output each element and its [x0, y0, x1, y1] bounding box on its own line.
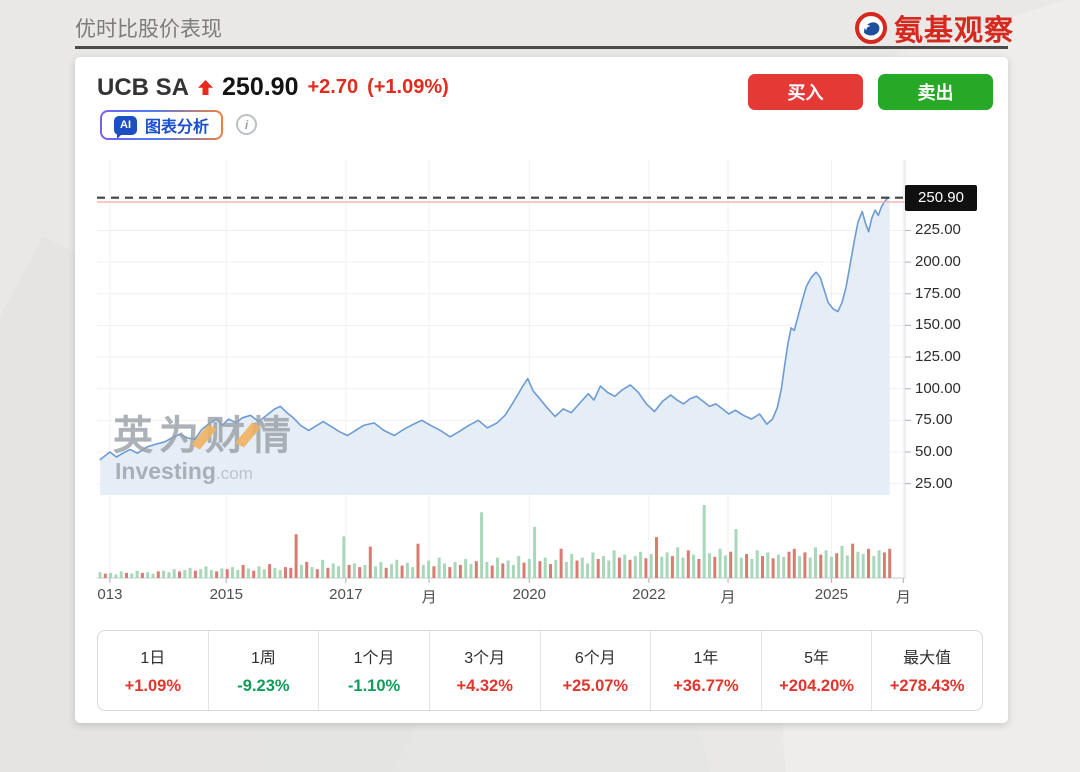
- stock-price: 250.90: [222, 73, 299, 101]
- x-axis-tick-label: 月: [895, 589, 911, 606]
- x-axis-tick-label: 2020: [512, 586, 546, 603]
- performance-period-value: +36.77%: [673, 677, 739, 695]
- price-chart-svg[interactable]: [97, 160, 985, 610]
- performance-period-label: 1个月: [353, 650, 395, 667]
- performance-period-label: 6个月: [574, 650, 616, 667]
- performance-cell-1周: 1周 -9.23%: [207, 631, 319, 710]
- performance-table: 1日 +1.09% 1周 -9.23% 1个月 -1.10% 3个月 +4.32% 6个月 +25…: [97, 630, 983, 711]
- page-title: 优时比股价表现: [75, 18, 222, 41]
- performance-cell-6个月: 6个月 +25.07%: [539, 631, 651, 710]
- y-axis-tick-label: 100.00: [915, 379, 961, 397]
- stock-name: UCB SA: [97, 73, 190, 101]
- y-axis-tick-label: 25.00: [915, 474, 953, 492]
- buy-button[interactable]: 买入: [748, 74, 863, 110]
- stock-change: +2.70: [307, 76, 359, 98]
- performance-cell-5年: 5年 +204.20%: [760, 631, 872, 710]
- performance-period-label: 3个月: [464, 650, 506, 667]
- performance-cell-最大值: 最大值 +278.43%: [871, 631, 982, 710]
- performance-period-label: 最大值: [903, 650, 952, 667]
- y-axis-tick-label: 150.00: [915, 316, 961, 334]
- x-axis-tick-label: 2025: [814, 586, 849, 603]
- performance-period-value: +1.09%: [124, 677, 182, 695]
- info-icon[interactable]: i: [236, 114, 257, 135]
- performance-period-label: 1周: [250, 650, 276, 667]
- y-axis-tick-label: 175.00: [915, 284, 961, 302]
- performance-period-label: 5年: [804, 650, 830, 667]
- current-price-marker: 250.90: [905, 184, 977, 211]
- performance-period-value: +25.07%: [562, 677, 629, 695]
- sell-button[interactable]: 卖出: [878, 74, 993, 110]
- x-axis-tick-label: 月: [720, 589, 736, 606]
- performance-cell-3个月: 3个月 +4.32%: [428, 631, 540, 710]
- ai-chart-analysis-button[interactable]: AI 图表分析: [100, 110, 224, 140]
- x-axis-tick-label: 2015: [209, 586, 243, 603]
- price-up-arrow-icon: [198, 80, 214, 95]
- x-axis-tick-label: 2017: [329, 586, 363, 603]
- y-axis-tick-label: 125.00: [915, 348, 961, 366]
- stock-card: UCB SA 250.90 +2.70 (+1.09%) 买入 卖出 AI 图表…: [75, 57, 1008, 723]
- y-axis-tick-label: 225.00: [915, 221, 961, 239]
- performance-period-value: +4.32%: [456, 677, 513, 695]
- x-axis-tick-label: 月: [421, 589, 437, 606]
- brand-logo: 氨基观察: [854, 7, 1014, 49]
- ai-chart-analysis-inner: AI 图表分析: [102, 112, 222, 139]
- ai-chat-bubble-icon: AI: [114, 115, 137, 139]
- y-axis-tick-label: 200.00: [915, 253, 961, 271]
- performance-cell-1个月: 1个月 -1.10%: [318, 631, 429, 710]
- performance-period-label: 1日: [140, 650, 166, 667]
- performance-cell-1日: 1日 +1.09%: [98, 631, 208, 710]
- stock-change-pct: (+1.09%): [367, 76, 449, 98]
- ai-chart-analysis-label: 图表分析: [145, 119, 210, 136]
- price-chart[interactable]: 英为财情 Investing.com 250.90 225.00 200.00 17…: [97, 160, 985, 620]
- brand-logo-text: 氨基观察: [893, 15, 1014, 47]
- brand-logo-icon: [854, 12, 887, 44]
- x-axis-tick-label: 013: [97, 586, 123, 603]
- performance-period-label: 1年: [693, 650, 719, 667]
- y-axis-tick-label: 75.00: [915, 411, 953, 429]
- performance-period-value: +278.43%: [889, 677, 965, 695]
- performance-period-value: -1.10%: [347, 677, 401, 695]
- y-axis-tick-label: 50.00: [915, 442, 953, 460]
- stock-header: UCB SA 250.90 +2.70 (+1.09%): [97, 73, 449, 102]
- performance-period-value: -9.23%: [237, 677, 290, 695]
- performance-period-value: +204.20%: [779, 677, 854, 695]
- header-divider: [75, 46, 1008, 49]
- performance-cell-1年: 1年 +36.77%: [650, 631, 761, 710]
- x-axis-tick-label: 2022: [632, 586, 666, 603]
